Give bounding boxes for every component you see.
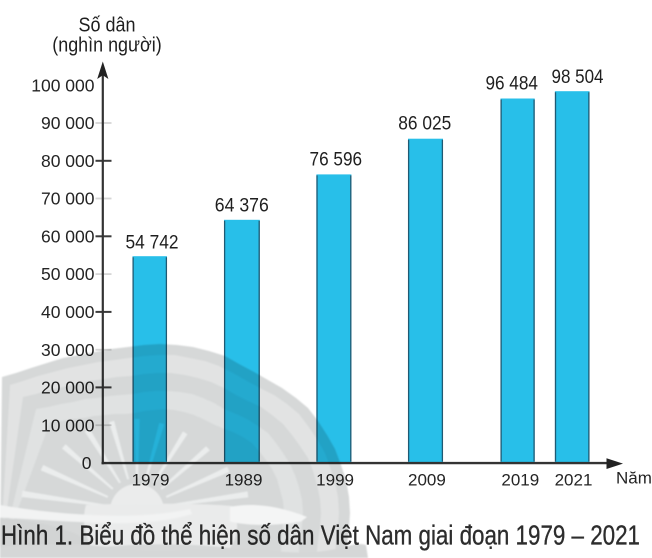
svg-text:1989: 1989: [225, 470, 263, 489]
svg-text:Số dân: Số dân: [79, 15, 136, 37]
svg-text:30 000: 30 000: [41, 340, 95, 360]
svg-text:1979: 1979: [132, 470, 170, 489]
svg-text:86 025: 86 025: [398, 113, 451, 134]
svg-text:54 742: 54 742: [126, 232, 179, 253]
svg-text:70 000: 70 000: [41, 189, 95, 209]
svg-text:90 000: 90 000: [41, 113, 95, 133]
svg-text:100 000: 100 000: [31, 75, 95, 95]
svg-text:80 000: 80 000: [41, 151, 95, 171]
svg-text:10 000: 10 000: [41, 415, 95, 435]
svg-text:50 000: 50 000: [41, 264, 95, 284]
svg-text:60 000: 60 000: [41, 226, 95, 246]
svg-text:(nghìn người): (nghìn người): [52, 35, 162, 57]
svg-text:1999: 1999: [316, 470, 354, 489]
svg-text:96 484: 96 484: [485, 73, 538, 94]
svg-text:40 000: 40 000: [41, 302, 95, 322]
svg-text:Năm: Năm: [616, 469, 652, 488]
svg-text:76 596: 76 596: [310, 150, 363, 171]
svg-text:20 000: 20 000: [41, 378, 95, 398]
svg-text:98 504: 98 504: [552, 67, 604, 88]
svg-text:2009: 2009: [408, 470, 446, 489]
svg-text:2019: 2019: [501, 470, 539, 489]
svg-text:Hình 1. Biểu đồ thể hiện số dâ: Hình 1. Biểu đồ thể hiện số dân Việt Nam…: [1, 520, 640, 551]
svg-text:64 376: 64 376: [215, 195, 269, 216]
svg-text:0: 0: [82, 453, 92, 473]
svg-text:2021: 2021: [555, 470, 593, 489]
